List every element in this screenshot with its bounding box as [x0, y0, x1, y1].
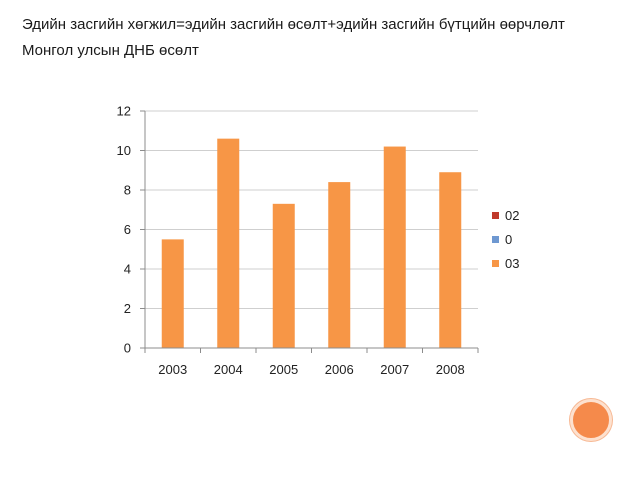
legend-label-0: 0	[505, 232, 512, 247]
y-tick-label: 8	[124, 183, 131, 198]
bar-2003	[161, 239, 184, 348]
x-tick-label: 2005	[269, 362, 298, 377]
x-tick-label: 2008	[436, 362, 465, 377]
x-tick-label: 2004	[214, 362, 243, 377]
y-tick-label: 10	[117, 143, 131, 158]
legend-label-02: 02	[505, 208, 519, 223]
y-tick-label: 0	[124, 341, 131, 356]
y-tick-label: 6	[124, 222, 131, 237]
legend-label-03: 03	[505, 256, 519, 271]
x-tick-label: 2006	[325, 362, 354, 377]
bar-2008	[439, 172, 462, 348]
decorative-circle-icon	[570, 399, 612, 441]
axes	[140, 110, 479, 353]
gridlines	[145, 110, 478, 309]
y-tick-label: 12	[117, 104, 131, 119]
legend-swatch-02	[492, 212, 499, 219]
tick-labels: 0 2 4 6 8 10 12 2003 2004 2005 2006 2007 2008	[117, 104, 465, 378]
bar-2006	[328, 182, 351, 348]
y-tick-label: 4	[124, 262, 131, 277]
legend-swatch-0	[492, 236, 499, 243]
bar-2007	[383, 146, 406, 348]
bars	[161, 138, 462, 348]
slide-text: Эдийн засгийн хөгжил=эдийн засгийн өсөлт…	[22, 14, 622, 62]
legend: 02 0 03	[492, 208, 519, 271]
legend-swatch-03	[492, 260, 499, 267]
bar-2004	[217, 138, 240, 348]
bar-2005	[272, 203, 295, 348]
x-tick-label: 2003	[158, 362, 187, 377]
slide-heading-line: Эдийн засгийн хөгжил=эдийн засгийн өсөлт…	[22, 16, 565, 33]
y-tick-label: 2	[124, 301, 131, 316]
x-tick-label: 2007	[380, 362, 409, 377]
chart-caption: Монгол улсын ДНБ өсөлт	[22, 42, 199, 59]
